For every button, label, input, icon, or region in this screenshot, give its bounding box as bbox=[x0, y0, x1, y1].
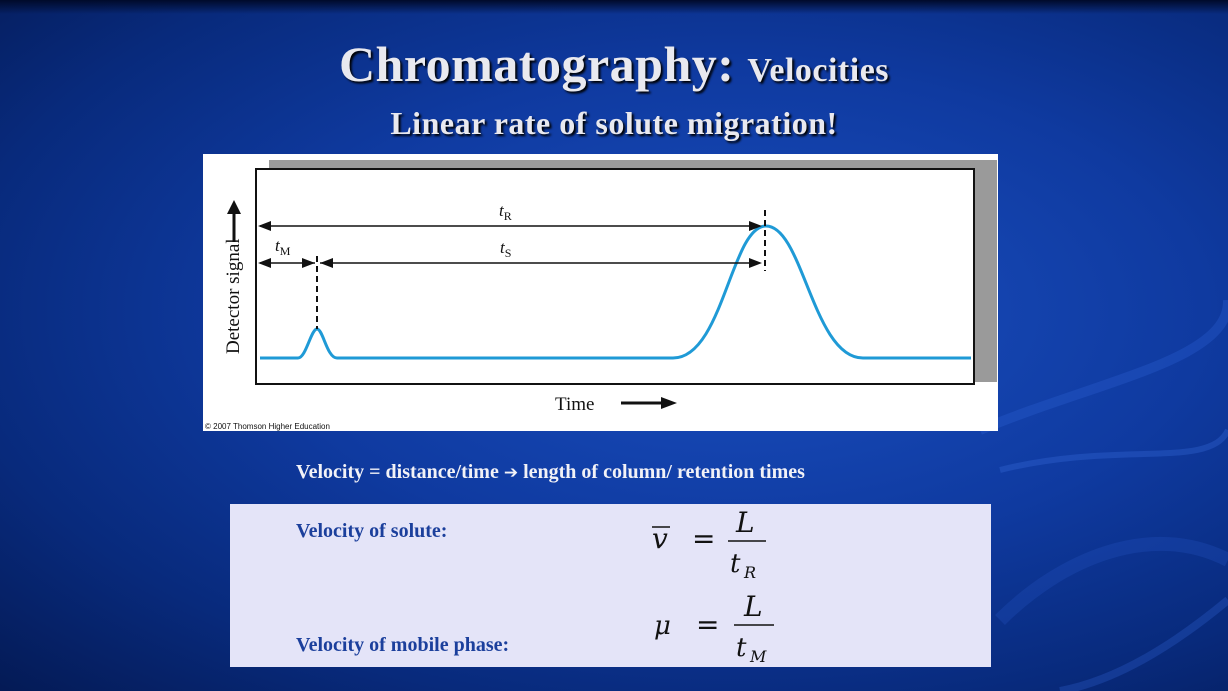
x-axis-label: Time bbox=[555, 394, 594, 415]
v-bar-symbol: v bbox=[652, 522, 668, 555]
numerator-l: L bbox=[743, 590, 763, 623]
chromatogram-figure: tR tM tS Detector signal Time © 2007 Tho… bbox=[203, 154, 998, 431]
denominator-sub-m: M bbox=[749, 647, 767, 666]
numerator-l: L bbox=[735, 506, 755, 539]
title-line: Chromatography: Velocities bbox=[0, 36, 1228, 99]
tm-label: tM bbox=[275, 236, 291, 258]
mu-symbol: μ bbox=[654, 611, 671, 641]
y-axis-label: Detector signal bbox=[223, 238, 244, 354]
plot-frame bbox=[255, 168, 975, 385]
equals-sign: = bbox=[696, 608, 719, 641]
velocity-definition: Velocity = distance/time ➔ length of col… bbox=[296, 461, 805, 484]
formula-box: Velocity of solute: Velocity of mobile p… bbox=[230, 504, 991, 667]
equals-sign: = bbox=[692, 522, 715, 555]
title-main: Chromatography: bbox=[338, 36, 735, 92]
velocity-text-after: length of column/ retention times bbox=[518, 461, 805, 483]
copyright-text: © 2007 Thomson Higher Education bbox=[205, 422, 330, 431]
slide-title: Chromatography: Velocities Linear rate o… bbox=[0, 36, 1228, 143]
tr-label: tR bbox=[499, 201, 512, 223]
chromatogram-svg: tR tM tS Detector signal Time © 2007 Tho… bbox=[205, 160, 997, 431]
denominator-t: t bbox=[736, 633, 747, 663]
mobile-velocity-label: Velocity of mobile phase: bbox=[296, 634, 510, 656]
solute-velocity-label: Velocity of solute: bbox=[296, 520, 448, 542]
denominator-t: t bbox=[730, 549, 741, 579]
slide-subtitle: Linear rate of solute migration! bbox=[390, 105, 838, 141]
arrow-right-icon: ➔ bbox=[503, 463, 519, 483]
signal-curve bbox=[260, 224, 971, 360]
title-sub: Velocities bbox=[747, 52, 890, 89]
ts-label: tS bbox=[500, 238, 511, 260]
top-band bbox=[0, 0, 1228, 14]
denominator-sub-r: R bbox=[743, 563, 756, 582]
velocity-text-before: Velocity = distance/time bbox=[296, 461, 504, 483]
